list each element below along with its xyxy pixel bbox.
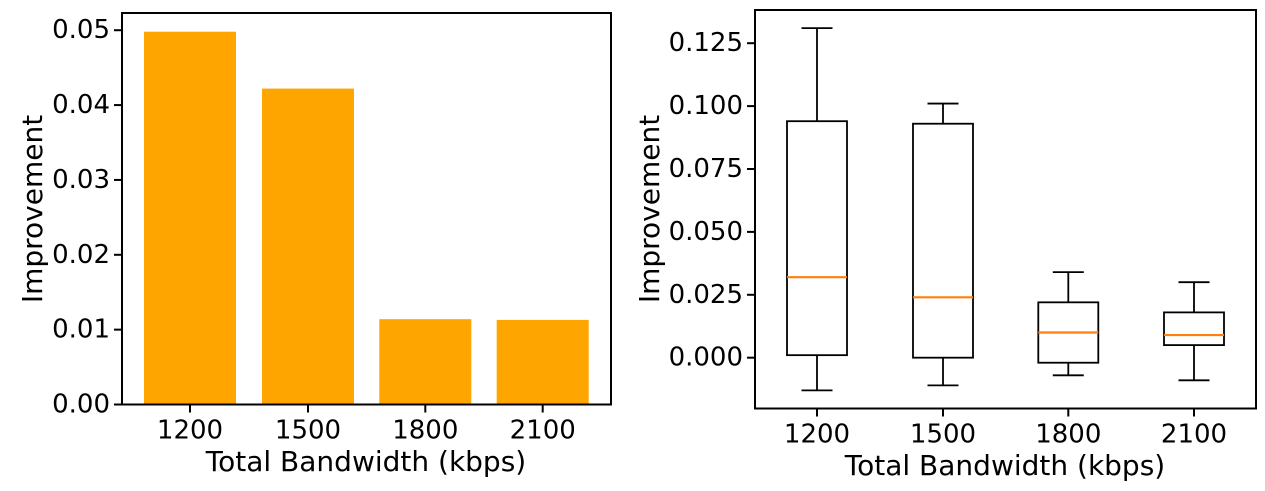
box-rect <box>1163 311 1225 347</box>
boxplot-plot-area: 0.000 0.025 0.050 0.075 0.100 0.125 1200 1500 18… <box>669 9 1257 450</box>
box-rect <box>786 120 848 357</box>
y-tick-label: 0.125 <box>669 28 743 58</box>
y-tick-label: 0.075 <box>669 154 743 184</box>
x-tick-label: 1200 <box>157 416 223 446</box>
y-tick-label: 0.01 <box>52 315 110 345</box>
x-tick-label: 1800 <box>392 416 458 446</box>
y-tick-label: 0.05 <box>52 15 110 45</box>
box-1800 <box>1037 271 1100 377</box>
y-tick-label: 0.04 <box>52 90 110 120</box>
y-tick-label: 0.000 <box>669 343 743 373</box>
x-tick-label: 1800 <box>1035 420 1101 450</box>
box-1200 <box>786 27 848 392</box>
plot-border <box>754 9 1257 410</box>
y-tick-label: 0.025 <box>669 280 743 310</box>
plot-border <box>121 12 612 406</box>
x-tick-label: 2100 <box>1161 420 1227 450</box>
y-tick-label: 0.100 <box>669 91 743 121</box>
y-tick-label: 0.03 <box>52 165 110 195</box>
y-tick-label: 0.050 <box>669 217 743 247</box>
bar-1800 <box>379 319 472 405</box>
x-tick-label: 1200 <box>784 420 850 450</box>
boxplot-chart: 0.000 0.025 0.050 0.075 0.100 0.125 1200 1500 18… <box>633 9 1257 482</box>
box-rect <box>912 122 974 359</box>
x-tick-label: 1500 <box>275 416 341 446</box>
bar-2100 <box>496 319 589 405</box>
bar-chart: 0.00 0.01 0.02 0.03 0.04 0.05 1200 1500 1800 2100… <box>16 12 612 478</box>
bar-chart-panel: 0.00 0.01 0.02 0.03 0.04 0.05 1200 1500 1800 2100… <box>16 12 612 478</box>
y-tick-label: 0.00 <box>52 390 110 420</box>
box-2100 <box>1163 281 1225 382</box>
x-tick-label: 1500 <box>910 420 976 450</box>
bar-chart-plot-area: 0.00 0.01 0.02 0.03 0.04 0.05 1200 1500 1800 2100 <box>52 12 612 446</box>
bar-chart-ylabel: Improvement <box>16 115 49 303</box>
y-tick-label: 0.02 <box>52 240 110 270</box>
bar-1200 <box>144 31 236 405</box>
boxplot-ylabel: Improvement <box>633 115 666 303</box>
bar-1500 <box>262 88 354 405</box>
box-1500 <box>912 102 974 387</box>
bar-chart-xlabel: Total Bandwidth (kbps) <box>205 445 526 478</box>
boxplot-panel: 0.000 0.025 0.050 0.075 0.100 0.125 1200 1500 18… <box>633 0 1265 491</box>
boxplot-xlabel: Total Bandwidth (kbps) <box>844 449 1165 482</box>
x-tick-label: 2100 <box>510 416 576 446</box>
